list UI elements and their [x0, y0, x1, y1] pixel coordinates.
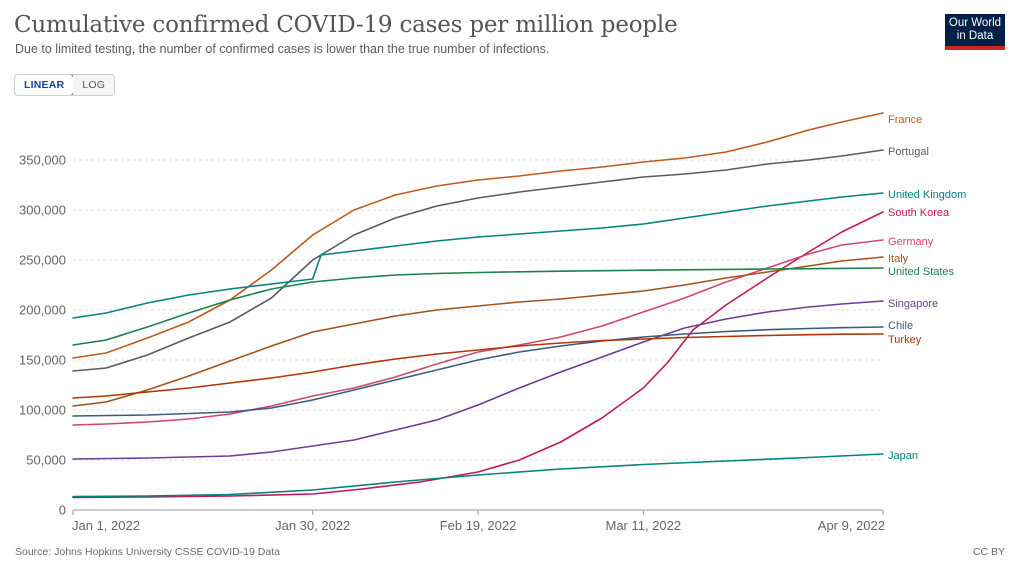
series-line-italy[interactable] [72, 256, 884, 407]
series-line-turkey[interactable] [72, 333, 884, 399]
y-tick-label: 350,000 [19, 153, 66, 168]
series-label-united-states[interactable]: United States [888, 266, 955, 278]
x-tick-label: Mar 11, 2022 [605, 518, 681, 533]
series-line-united-kingdom[interactable] [72, 192, 884, 319]
y-tick-label: 100,000 [19, 403, 66, 418]
y-tick-label: 50,000 [26, 453, 66, 468]
chart-series-labels: France Portugal United Kingdom South Korea G… [888, 114, 966, 462]
series-line-japan[interactable] [72, 453, 884, 498]
chart-title: Cumulative confirmed COVID-19 cases per … [14, 12, 678, 38]
logo-line-1: Our World [948, 17, 1002, 29]
chart-axes: 0 50,000 100,000 150,000 200,000 250,000 300,0… [19, 153, 885, 534]
series-label-south-korea[interactable]: South Korea [888, 207, 950, 219]
series-line-chile[interactable] [72, 326, 884, 417]
x-tick-label: Jan 1, 2022 [72, 518, 140, 533]
series-line-south-korea[interactable] [72, 211, 884, 499]
series-label-turkey[interactable]: Turkey [888, 334, 922, 346]
y-tick-label: 150,000 [19, 353, 66, 368]
series-line-france[interactable] [72, 112, 884, 359]
series-label-germany[interactable]: Germany [888, 236, 934, 248]
owid-logo[interactable]: Our World in Data [945, 14, 1005, 50]
series-label-chile[interactable]: Chile [888, 320, 913, 332]
series-label-singapore[interactable]: Singapore [888, 298, 938, 310]
series-label-portugal[interactable]: Portugal [888, 146, 929, 158]
x-tick-label: Feb 19, 2022 [440, 518, 517, 533]
series-line-singapore[interactable] [72, 300, 884, 460]
license-link[interactable]: CC BY [972, 546, 1005, 558]
y-tick-label: 250,000 [19, 253, 66, 268]
y-tick-label: 300,000 [19, 203, 66, 218]
series-label-italy[interactable]: Italy [888, 253, 909, 265]
log-scale-button[interactable]: LOG [73, 75, 115, 95]
y-tick-label: 200,000 [19, 303, 66, 318]
chart-subtitle: Due to limited testing, the number of co… [15, 42, 550, 56]
series-line-germany[interactable] [72, 239, 884, 426]
logo-line-2: in Data [956, 30, 994, 42]
chart-series [72, 112, 884, 499]
y-tick-label: 0 [59, 503, 66, 518]
series-line-portugal[interactable] [72, 149, 884, 372]
linear-scale-button[interactable]: LINEAR [15, 75, 75, 95]
source-note: Source: Johns Hopkins University CSSE CO… [15, 546, 280, 558]
scale-toggle: LINEAR LOG [14, 74, 116, 96]
chart-grid [73, 159, 883, 461]
series-label-united-kingdom[interactable]: United Kingdom [888, 189, 966, 201]
series-label-japan[interactable]: Japan [888, 450, 918, 462]
series-label-france[interactable]: France [888, 114, 922, 126]
series-line-united-states[interactable] [72, 267, 884, 346]
x-tick-label: Apr 9, 2022 [818, 518, 885, 533]
x-tick-label: Jan 30, 2022 [275, 518, 350, 533]
